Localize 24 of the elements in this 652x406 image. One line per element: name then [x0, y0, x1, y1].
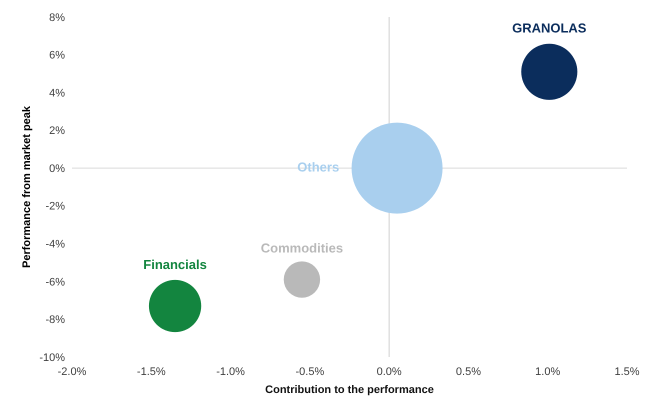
y-tick-label: -10% [39, 352, 66, 364]
y-tick-label: 4% [49, 87, 66, 100]
series-label: Others [297, 159, 340, 174]
x-tick-label: 1.0% [535, 366, 560, 378]
x-tick-label: -1.0% [216, 366, 246, 378]
series-label: Commodities [260, 240, 344, 256]
x-tick-label: -1.5% [136, 366, 166, 378]
series-label: GRANOLAS [512, 20, 587, 36]
y-tick-label: 6% [49, 50, 66, 62]
x-tick-label: 0.0% [376, 366, 402, 378]
x-tick-label: -2.0% [58, 366, 87, 378]
y-tick-label: -2% [45, 200, 66, 213]
y-tick-label: -8% [45, 314, 66, 326]
x-tick-label: -0.5% [295, 366, 324, 378]
y-tick-label: -6% [45, 276, 66, 288]
x-tick-label: 0.5% [456, 366, 482, 378]
y-tick-label: 8% [49, 12, 66, 24]
y-tick-label: -4% [45, 238, 66, 251]
y-axis-title: Performance from market peak [20, 105, 33, 268]
y-tick-label: 0% [49, 162, 66, 175]
x-tick-label: 1.5% [614, 366, 640, 378]
x-axis-title: Contribution to the performance [265, 384, 434, 396]
series-label: Financials [143, 257, 207, 272]
y-tick-label: 2% [49, 125, 66, 138]
